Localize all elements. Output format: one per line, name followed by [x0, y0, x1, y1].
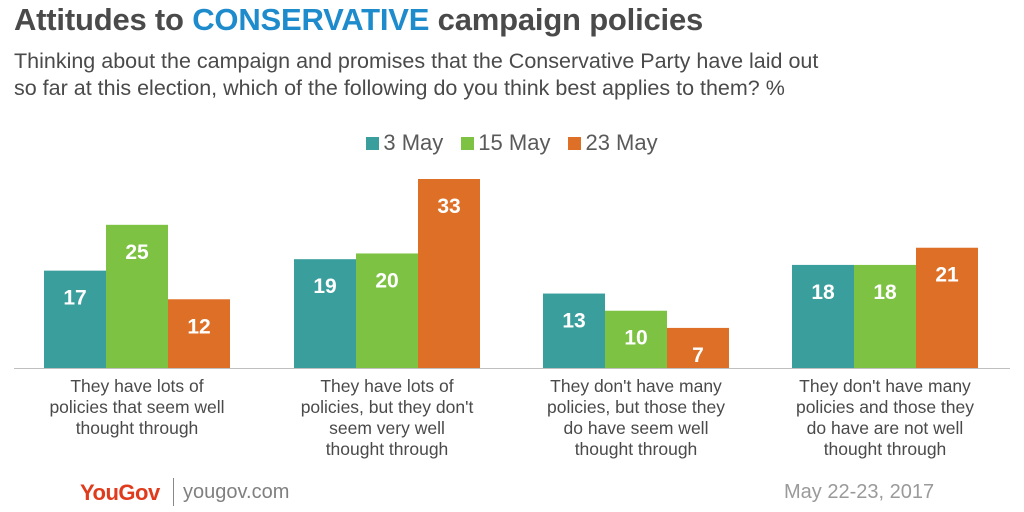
category-label: thought through	[326, 439, 449, 459]
chart-title: Attitudes to CONSERVATIVE campaign polic…	[14, 2, 703, 38]
legend-item: 3 May	[366, 130, 443, 156]
category-label: do have are not well	[807, 418, 964, 438]
bar	[792, 264, 854, 368]
subtitle-line-2: so far at this election, which of the fo…	[14, 76, 785, 100]
bar	[168, 299, 230, 368]
category-label: thought through	[76, 418, 199, 438]
category-label: They have lots of	[320, 376, 453, 396]
title-prefix: Attitudes to	[14, 2, 193, 37]
category-label: They don't have many	[550, 376, 722, 396]
bar	[543, 293, 605, 368]
data-label: 10	[624, 327, 647, 350]
bar	[667, 327, 729, 368]
bar	[44, 270, 106, 368]
legend-swatch	[461, 136, 475, 150]
legend-label: 15 May	[478, 130, 551, 155]
legend-swatch	[366, 136, 380, 150]
title-highlight: CONSERVATIVE	[192, 2, 430, 37]
data-label: 18	[811, 281, 835, 304]
category-label: They don't have many	[799, 376, 971, 396]
subtitle-line-1: Thinking about the campaign and promises…	[14, 49, 819, 73]
data-label: 19	[313, 275, 336, 298]
bar	[106, 224, 168, 368]
category-label: thought through	[575, 439, 698, 459]
bar	[356, 253, 418, 368]
legend-swatch	[568, 136, 582, 150]
data-label: 18	[873, 281, 897, 304]
footer-url: yougov.com	[183, 481, 290, 503]
data-label: 25	[125, 241, 149, 264]
bar	[916, 247, 978, 368]
data-label: 13	[562, 310, 585, 333]
bar	[294, 259, 356, 368]
legend-label: 23 May	[585, 130, 658, 155]
footer-divider	[173, 478, 174, 506]
bar	[854, 264, 916, 368]
title-suffix: campaign policies	[429, 2, 704, 37]
category-label: policies and those they	[796, 397, 974, 417]
category-label: policies, but they don't	[301, 397, 474, 417]
data-label: 12	[187, 315, 210, 338]
footer-date: May 22-23, 2017	[784, 481, 935, 503]
data-label: 7	[692, 344, 704, 367]
chart-subtitle: Thinking about the campaign and promises…	[14, 48, 1014, 102]
data-label: 20	[375, 269, 398, 292]
category-label: seem very well	[329, 418, 445, 438]
category-label: They have lots of	[70, 376, 203, 396]
chart-legend: 3 May 15 May 23 May	[0, 130, 1024, 156]
data-label: 33	[437, 195, 460, 218]
legend-label: 3 May	[383, 130, 444, 155]
data-label: 17	[63, 287, 86, 310]
legend-item: 15 May	[461, 130, 550, 156]
bar	[605, 310, 667, 368]
data-label: 21	[935, 264, 959, 287]
bar	[418, 179, 480, 368]
yougov-logo: YouGov	[80, 480, 160, 505]
category-label: do have seem well	[564, 418, 709, 438]
category-label: policies that seem well	[49, 397, 224, 417]
legend-item: 23 May	[568, 130, 658, 156]
category-label: thought through	[824, 439, 947, 459]
category-label: policies, but those they	[547, 397, 725, 417]
